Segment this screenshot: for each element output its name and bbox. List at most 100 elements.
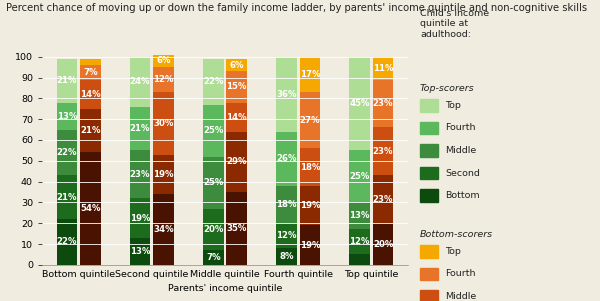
Text: 13%: 13% [56,112,77,120]
Text: 7%: 7% [83,68,98,77]
Text: 20%: 20% [373,240,393,249]
Bar [203,59,224,104]
Bar [153,194,174,265]
Text: Top: Top [445,247,461,256]
Text: 23%: 23% [373,195,394,204]
Text: 23%: 23% [130,170,151,179]
Text: 21%: 21% [130,124,151,133]
Bar [80,79,101,109]
Text: Fourth: Fourth [445,123,476,132]
Text: 27%: 27% [299,116,320,125]
Text: 34%: 34% [153,225,174,234]
Text: 25%: 25% [350,172,370,181]
Bar [56,219,77,265]
Text: 13%: 13% [349,212,370,220]
Bar [226,103,247,132]
Text: 14%: 14% [226,113,247,122]
Text: 7%: 7% [206,253,221,262]
Text: 6%: 6% [229,61,244,70]
Bar [276,248,297,265]
Text: 25%: 25% [203,178,223,187]
Text: Second: Second [445,169,480,178]
Bar [373,223,394,265]
Bar [226,71,247,103]
Text: 26%: 26% [276,154,297,163]
Bar [153,67,174,92]
Bar [299,57,320,92]
Bar [56,59,77,103]
Text: 14%: 14% [80,90,101,99]
Text: 21%: 21% [56,193,77,202]
Bar [349,57,370,150]
Text: 29%: 29% [226,157,247,166]
Bar [130,57,151,107]
Bar [349,254,370,265]
Text: 15%: 15% [227,82,247,92]
Bar [276,57,297,132]
Bar [56,129,77,175]
Bar [130,150,151,198]
Bar [203,250,224,265]
Text: 23%: 23% [373,147,394,156]
Bar [153,92,174,154]
Bar [203,209,224,250]
Bar [226,132,247,192]
Bar [80,153,101,265]
Text: 36%: 36% [276,90,297,99]
Text: 21%: 21% [56,76,77,85]
Bar [373,175,394,223]
Bar [299,225,320,265]
Text: 35%: 35% [227,224,247,233]
Text: 21%: 21% [80,126,101,135]
Text: 17%: 17% [299,70,320,79]
Bar [203,157,224,209]
Bar [130,238,151,265]
X-axis label: Parents' income quintile: Parents' income quintile [168,284,282,293]
Text: 22%: 22% [56,148,77,157]
Bar [80,109,101,153]
Bar [153,54,174,67]
Text: Percent chance of moving up or down the family income ladder, by parents' income: Percent chance of moving up or down the … [6,3,587,13]
Bar [56,103,77,129]
Text: Middle: Middle [445,146,476,155]
Text: 22%: 22% [203,77,224,86]
Text: 19%: 19% [153,170,174,179]
Text: 19%: 19% [130,213,151,222]
Bar [299,92,320,148]
Text: 23%: 23% [373,99,394,108]
Bar [349,229,370,254]
Text: 25%: 25% [203,126,223,135]
Bar [373,128,394,175]
Bar [130,107,151,150]
Bar [56,175,77,219]
Text: 11%: 11% [373,64,394,73]
Bar [373,79,394,128]
Text: 13%: 13% [130,247,151,256]
Bar [299,148,320,186]
Bar [153,154,174,194]
Text: 24%: 24% [130,77,151,86]
Text: Child's income
quintile at
adulthood:: Child's income quintile at adulthood: [420,9,489,39]
Bar [226,192,247,265]
Bar [349,203,370,229]
Text: 20%: 20% [203,225,223,234]
Text: 54%: 54% [80,204,101,213]
Text: Top: Top [445,101,461,110]
Text: 22%: 22% [56,237,77,247]
Bar [299,186,320,225]
Text: 19%: 19% [299,201,320,210]
Bar [80,59,101,65]
Text: 12%: 12% [276,231,297,240]
Text: 6%: 6% [156,56,171,65]
Text: 12%: 12% [349,237,370,247]
Bar [80,65,101,79]
Bar [130,198,151,238]
Bar [349,150,370,203]
Text: Middle: Middle [445,292,476,301]
Text: Top-scorers: Top-scorers [420,84,475,93]
Bar [203,104,224,157]
Bar [373,57,394,79]
Text: 45%: 45% [349,99,370,108]
Text: Bottom: Bottom [445,191,480,200]
Bar [276,186,297,223]
